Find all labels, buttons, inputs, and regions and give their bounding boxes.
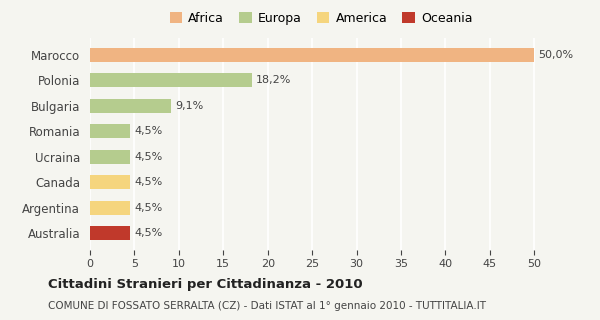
Bar	[90, 48, 534, 62]
Bar	[90, 175, 130, 189]
Bar	[90, 226, 130, 240]
Text: Cittadini Stranieri per Cittadinanza - 2010: Cittadini Stranieri per Cittadinanza - 2…	[48, 278, 362, 292]
Bar	[90, 73, 252, 87]
Text: 50,0%: 50,0%	[539, 50, 574, 60]
Text: 4,5%: 4,5%	[134, 177, 163, 187]
Text: 4,5%: 4,5%	[134, 126, 163, 136]
Text: 4,5%: 4,5%	[134, 228, 163, 238]
Bar	[90, 99, 171, 113]
Bar	[90, 124, 130, 138]
Text: 9,1%: 9,1%	[175, 101, 203, 111]
Legend: Africa, Europa, America, Oceania: Africa, Europa, America, Oceania	[164, 7, 478, 30]
Text: 18,2%: 18,2%	[256, 76, 292, 85]
Text: 4,5%: 4,5%	[134, 152, 163, 162]
Bar	[90, 201, 130, 215]
Text: COMUNE DI FOSSATO SERRALTA (CZ) - Dati ISTAT al 1° gennaio 2010 - TUTTITALIA.IT: COMUNE DI FOSSATO SERRALTA (CZ) - Dati I…	[48, 301, 486, 311]
Text: 4,5%: 4,5%	[134, 203, 163, 212]
Bar	[90, 150, 130, 164]
